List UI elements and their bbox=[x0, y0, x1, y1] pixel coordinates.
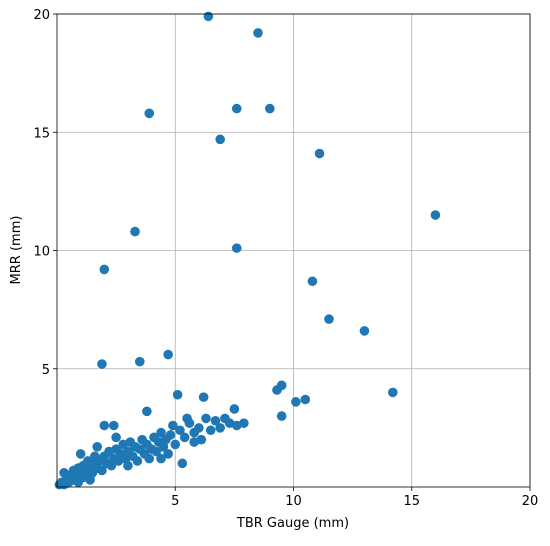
y-axis-label: MRR (mm) bbox=[9, 216, 24, 285]
point bbox=[156, 427, 166, 438]
point bbox=[168, 420, 178, 431]
point bbox=[253, 28, 263, 38]
point bbox=[130, 226, 140, 237]
point bbox=[108, 420, 119, 431]
plot-frame bbox=[56, 13, 531, 488]
point bbox=[265, 103, 275, 114]
point bbox=[203, 11, 214, 22]
point bbox=[231, 243, 242, 253]
point bbox=[99, 264, 110, 275]
point bbox=[59, 468, 69, 478]
point bbox=[210, 415, 221, 426]
point bbox=[144, 108, 155, 119]
point bbox=[205, 425, 216, 436]
x-tick-label: 5 bbox=[171, 494, 179, 509]
point bbox=[324, 314, 334, 324]
point bbox=[172, 389, 183, 400]
point bbox=[151, 446, 162, 457]
point bbox=[97, 465, 107, 476]
point bbox=[184, 418, 195, 428]
y-tick-label: 15 bbox=[33, 126, 50, 141]
point bbox=[276, 380, 287, 391]
point bbox=[85, 475, 95, 485]
point bbox=[215, 423, 225, 433]
point bbox=[291, 397, 301, 407]
point bbox=[179, 432, 190, 443]
point bbox=[134, 356, 145, 367]
point bbox=[189, 437, 199, 447]
point bbox=[314, 148, 325, 159]
y-tick-label: 5 bbox=[42, 363, 50, 378]
y-tick-label: 10 bbox=[33, 245, 50, 260]
point bbox=[156, 453, 166, 464]
point bbox=[430, 210, 441, 220]
point bbox=[194, 423, 204, 433]
point bbox=[142, 406, 152, 417]
point bbox=[177, 458, 188, 469]
point bbox=[231, 103, 242, 114]
point bbox=[163, 449, 173, 459]
point bbox=[144, 453, 155, 464]
point bbox=[170, 439, 181, 450]
point bbox=[175, 425, 185, 436]
point bbox=[231, 420, 242, 431]
point bbox=[111, 432, 121, 443]
x-axis-label: TBR Gauge (mm) bbox=[236, 516, 349, 531]
point bbox=[300, 394, 311, 405]
point bbox=[75, 449, 86, 459]
point bbox=[99, 420, 110, 431]
point bbox=[201, 413, 211, 424]
point bbox=[276, 411, 287, 421]
point bbox=[165, 430, 176, 440]
point bbox=[359, 326, 370, 336]
point bbox=[132, 456, 143, 466]
point bbox=[215, 134, 225, 145]
point bbox=[229, 404, 240, 414]
point bbox=[163, 349, 173, 360]
point bbox=[123, 460, 133, 471]
x-tick-label: 10 bbox=[285, 494, 302, 509]
point bbox=[198, 392, 209, 402]
point bbox=[388, 387, 398, 398]
point bbox=[307, 276, 318, 287]
x-tick-label: 20 bbox=[522, 494, 539, 509]
point bbox=[97, 359, 107, 369]
point bbox=[92, 441, 103, 452]
x-tick-label: 15 bbox=[403, 494, 420, 509]
y-tick-label: 20 bbox=[33, 8, 50, 23]
